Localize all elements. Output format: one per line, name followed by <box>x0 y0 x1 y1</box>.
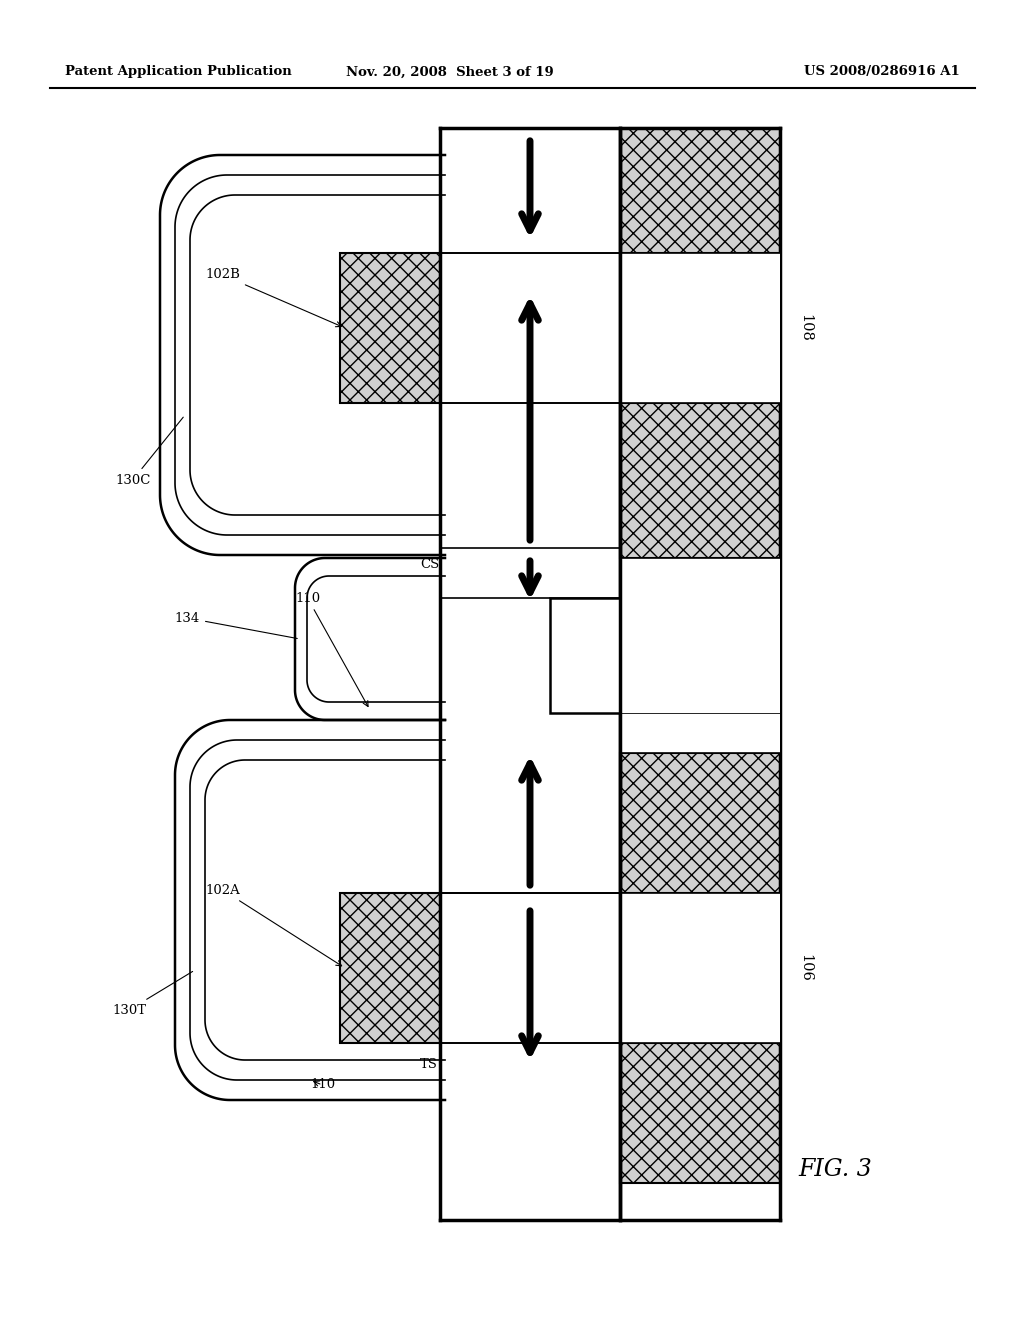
Text: 106: 106 <box>798 954 812 982</box>
Bar <box>620 752 780 894</box>
Bar <box>620 558 780 752</box>
Bar <box>550 598 780 713</box>
Text: 110: 110 <box>295 591 368 706</box>
Text: 130T: 130T <box>112 972 193 1016</box>
Bar <box>340 894 440 1043</box>
Text: 108: 108 <box>798 314 812 342</box>
Text: FIG. 3: FIG. 3 <box>798 1159 871 1181</box>
Bar <box>620 403 780 558</box>
Text: 102B: 102B <box>205 268 341 327</box>
Bar <box>550 598 620 713</box>
Bar <box>340 253 440 403</box>
Text: Patent Application Publication: Patent Application Publication <box>65 66 292 78</box>
Text: Nov. 20, 2008  Sheet 3 of 19: Nov. 20, 2008 Sheet 3 of 19 <box>346 66 554 78</box>
Bar <box>620 1043 780 1183</box>
Bar <box>620 894 780 1043</box>
Text: TS: TS <box>420 1059 438 1071</box>
Text: 102A: 102A <box>205 883 342 966</box>
Text: 134: 134 <box>175 611 297 639</box>
Text: 110: 110 <box>310 1078 335 1092</box>
Text: US 2008/0286916 A1: US 2008/0286916 A1 <box>804 66 961 78</box>
Bar <box>620 128 780 253</box>
Text: 130C: 130C <box>115 417 183 487</box>
Bar <box>620 253 780 403</box>
Text: CS: CS <box>420 558 439 572</box>
